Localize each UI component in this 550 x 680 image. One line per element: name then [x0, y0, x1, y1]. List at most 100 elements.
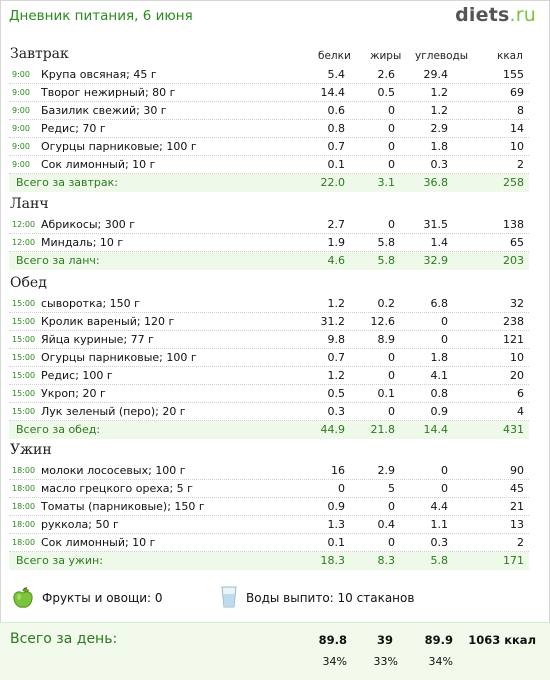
- food-row[interactable]: 15:00 Яйца куриные; 77 г 9.8 8.9 0 121: [9, 331, 529, 349]
- food-fat: 0: [388, 218, 395, 231]
- food-protein: 0.6: [327, 104, 346, 117]
- food-protein: 1.2: [327, 297, 346, 310]
- food-row[interactable]: 18:00 Томаты (парниковые); 150 г 0.9 0 4.4 21: [9, 498, 529, 516]
- food-carbs: 0.8: [430, 387, 449, 400]
- food-fat: 0: [388, 104, 395, 117]
- food-name: масло грецкого ореха; 5 г: [41, 482, 193, 495]
- meal-total-row: Всего за ужин: 18.3 8.3 5.8 171: [9, 552, 529, 570]
- food-name: Огурцы парниковые; 100 г: [41, 140, 197, 153]
- food-fat: 2.6: [377, 68, 396, 81]
- food-row[interactable]: 18:00 Сок лимонный; 10 г 0.1 0 0.3 2: [9, 534, 529, 552]
- food-carbs: 0: [441, 482, 448, 495]
- food-time: 15:00: [12, 335, 36, 344]
- food-row[interactable]: 9:00 Огурцы парниковые; 100 г 0.7 0 1.8 10: [9, 138, 529, 156]
- food-row[interactable]: 18:00 масло грецкого ореха; 5 г 0 5 0 45: [9, 480, 529, 498]
- meal-total-kcal: 203: [503, 254, 524, 267]
- food-time: 15:00: [12, 353, 36, 362]
- meal-total-label: Всего за обед:: [16, 423, 101, 436]
- food-carbs: 2.9: [430, 122, 449, 135]
- day-total-carbs-pct: 34%: [428, 655, 453, 668]
- food-row[interactable]: 15:00 Укроп; 20 г 0.5 0.1 0.8 6: [9, 385, 529, 403]
- food-fat: 0.2: [377, 297, 396, 310]
- meal-title: Завтрак: [10, 46, 69, 62]
- day-total-protein: 89.8: [318, 633, 347, 647]
- food-kcal: 8: [517, 104, 524, 117]
- meal-total-fat: 5.8: [377, 254, 396, 267]
- food-carbs: 0: [441, 464, 448, 477]
- food-protein: 1.2: [327, 369, 346, 382]
- food-fat: 0: [388, 158, 395, 171]
- food-row[interactable]: 12:00 Миндаль; 10 г 1.9 5.8 1.4 65: [9, 234, 529, 252]
- site-logo[interactable]: diets.ru: [455, 4, 536, 26]
- food-name: руккола; 50 г: [41, 518, 119, 531]
- food-name: Укроп; 20 г: [41, 387, 106, 400]
- food-row[interactable]: 9:00 Базилик свежий; 30 г 0.6 0 1.2 8: [9, 102, 529, 120]
- food-protein: 0.7: [327, 140, 346, 153]
- food-kcal: 14: [510, 122, 524, 135]
- food-protein: 1.9: [327, 236, 346, 249]
- food-row[interactable]: 9:00 Редис; 70 г 0.8 0 2.9 14: [9, 120, 529, 138]
- food-row[interactable]: 15:00 сыворотка; 150 г 1.2 0.2 6.8 32: [9, 295, 529, 313]
- food-protein: 0.5: [327, 387, 346, 400]
- food-kcal: 10: [510, 351, 524, 364]
- food-protein: 0.1: [327, 158, 346, 171]
- food-row[interactable]: 15:00 Кролик вареный; 120 г 31.2 12.6 0 238: [9, 313, 529, 331]
- day-total-fat: 39: [376, 633, 393, 647]
- food-name: Сок лимонный; 10 г: [41, 158, 156, 171]
- food-protein: 14.4: [320, 86, 346, 99]
- food-carbs: 29.4: [423, 68, 449, 81]
- meal-total-protein: 18.3: [320, 554, 346, 567]
- food-protein: 0.8: [327, 122, 346, 135]
- column-header-kcal: ккал: [497, 50, 523, 62]
- food-carbs: 1.2: [430, 104, 449, 117]
- meal-total-fat: 21.8: [370, 423, 396, 436]
- food-row[interactable]: 9:00 Творог нежирный; 80 г 14.4 0.5 1.2 69: [9, 84, 529, 102]
- food-row[interactable]: 12:00 Абрикосы; 300 г 2.7 0 31.5 138: [9, 216, 529, 234]
- food-time: 15:00: [12, 299, 36, 308]
- food-name: Редис; 70 г: [41, 122, 106, 135]
- food-time: 18:00: [12, 484, 36, 493]
- page-title: Дневник питания, 6 июня: [9, 8, 193, 24]
- food-name: Миндаль; 10 г: [41, 236, 124, 249]
- food-time: 15:00: [12, 371, 36, 380]
- food-protein: 9.8: [327, 333, 346, 346]
- food-name: Творог нежирный; 80 г: [41, 86, 176, 99]
- food-protein: 1.3: [327, 518, 346, 531]
- food-carbs: 31.5: [423, 218, 449, 231]
- meal-total-fat: 8.3: [377, 554, 396, 567]
- food-name: Лук зеленый (перо); 20 г: [41, 405, 186, 418]
- meal-total-label: Всего за завтрак:: [16, 176, 119, 189]
- meal-title: Ланч: [10, 196, 49, 212]
- food-row[interactable]: 9:00 Сок лимонный; 10 г 0.1 0 0.3 2: [9, 156, 529, 174]
- food-row[interactable]: 15:00 Огурцы парниковые; 100 г 0.7 0 1.8 10: [9, 349, 529, 367]
- food-row[interactable]: 18:00 молоки лососевых; 100 г 16 2.9 0 90: [9, 462, 529, 480]
- food-row[interactable]: 15:00 Редис; 100 г 1.2 0 4.1 20: [9, 367, 529, 385]
- food-kcal: 65: [510, 236, 524, 249]
- food-row[interactable]: 15:00 Лук зеленый (перо); 20 г 0.3 0 0.9 4: [9, 403, 529, 421]
- food-protein: 0.1: [327, 536, 346, 549]
- food-carbs: 0.9: [430, 405, 449, 418]
- food-carbs: 0: [441, 333, 448, 346]
- food-protein: 0.9: [327, 500, 346, 513]
- food-kcal: 69: [510, 86, 524, 99]
- food-fat: 0: [388, 500, 395, 513]
- food-protein: 2.7: [327, 218, 346, 231]
- meal-total-row: Всего за ланч: 4.6 5.8 32.9 203: [9, 252, 529, 270]
- meal-total-kcal: 258: [503, 176, 524, 189]
- column-header-protein: белки: [318, 50, 351, 62]
- food-carbs: 4.4: [430, 500, 449, 513]
- food-kcal: 10: [510, 140, 524, 153]
- column-header-fat: жиры: [370, 50, 402, 62]
- meal-total-label: Всего за ланч:: [16, 254, 100, 267]
- food-row[interactable]: 18:00 руккола; 50 г 1.3 0.4 1.1 13: [9, 516, 529, 534]
- meal-total-label: Всего за ужин:: [16, 554, 103, 567]
- food-protein: 5.4: [327, 68, 346, 81]
- food-row[interactable]: 9:00 Крупа овсяная; 45 г 5.4 2.6 29.4 155: [9, 66, 529, 84]
- food-fat: 0: [388, 140, 395, 153]
- food-fat: 0: [388, 405, 395, 418]
- food-protein: 0.3: [327, 405, 346, 418]
- food-fat: 8.9: [377, 333, 396, 346]
- food-fat: 2.9: [377, 464, 396, 477]
- food-fat: 0.5: [377, 86, 396, 99]
- meal-title: Обед: [10, 275, 47, 291]
